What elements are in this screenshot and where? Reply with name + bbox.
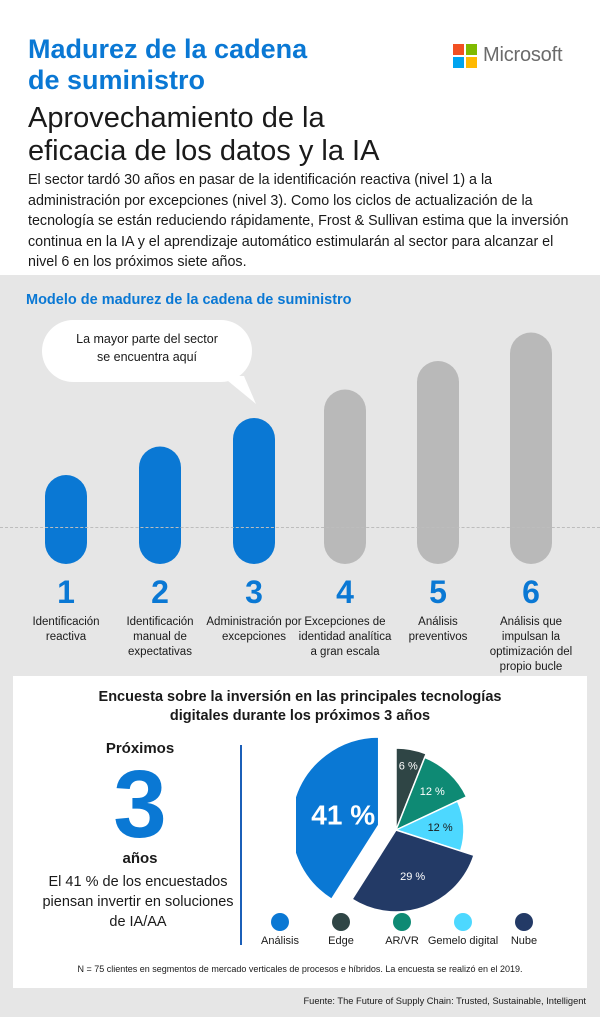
big-number: 3	[113, 751, 167, 858]
legend-label: Edge	[328, 935, 354, 947]
pie-label-an-lisis: 41 %	[311, 799, 375, 830]
stat-text: El 41 % de los encuestados piensan inver…	[42, 874, 234, 930]
investment-pie-chart: 6 % 12 % 12 % 29 % 41 %	[296, 736, 475, 913]
pie-slice-nube	[351, 829, 475, 913]
level-label-6: Análisis que impulsan la optimización de…	[489, 616, 573, 673]
callout-bubble	[42, 320, 252, 382]
vertical-divider	[240, 745, 242, 945]
legend-item-nube: Nube	[484, 913, 564, 948]
pie-label-gemelo-digital: 12 %	[428, 822, 453, 834]
maturity-bar-level-4	[324, 389, 366, 564]
legend-item-ar-vr: AR/VR	[362, 913, 442, 948]
level-label-3: Administración por excepciones	[206, 616, 302, 643]
legend-swatch	[271, 913, 289, 931]
legend-swatch	[393, 913, 411, 931]
legend-label: Análisis	[261, 935, 299, 947]
intro-paragraph: El sector tardó 30 años en pasar de la i…	[28, 172, 569, 270]
legend-swatch	[332, 913, 350, 931]
maturity-bar-level-3	[233, 418, 275, 564]
pie-label-nube: 29 %	[400, 871, 425, 883]
source-note: Fuente: The Future of Supply Chain: Trus…	[303, 996, 586, 1006]
legend-swatch	[454, 913, 472, 931]
legend-item-an-lisis: Análisis	[240, 913, 320, 948]
legend-label: AR/VR	[385, 935, 419, 947]
level-label-1: Identificación reactiva	[32, 616, 100, 643]
maturity-model-title: Modelo de madurez de la cadena de sumini…	[26, 292, 352, 308]
legend-item-gemelo-digital: Gemelo digital	[423, 913, 503, 948]
pie-label-edge: 6 %	[399, 760, 418, 772]
level-label-5: Análisis preventivos	[408, 616, 468, 643]
level-number-1: 1	[57, 574, 75, 610]
level-label-4: Excepciones de identidad analítica a gra…	[298, 616, 392, 658]
next-label: Próximos	[105, 740, 175, 757]
level-number-2: 2	[151, 574, 169, 610]
years-label: años	[122, 850, 158, 867]
pie-slice-ar-vr	[394, 756, 468, 832]
maturity-bar-level-6	[510, 332, 552, 564]
level-number-6: 6	[522, 574, 540, 610]
microsoft-logo: Microsoft	[453, 41, 583, 71]
level-number-5: 5	[429, 574, 447, 610]
maturity-bar-level-5	[417, 361, 459, 564]
pie-slice-an-lisis	[296, 736, 380, 901]
microsoft-grid-icon	[453, 44, 477, 68]
page-title: Madurez de la cadena de suministro	[28, 34, 308, 95]
header	[0, 0, 600, 275]
callout-text: La mayor parte del sector se encuentra a…	[76, 332, 218, 364]
legend-item-edge: Edge	[301, 913, 381, 948]
maturity-bar-level-1	[45, 475, 87, 564]
footnote: N = 75 clientes en segmentos de mercado …	[77, 964, 523, 974]
survey-title: Encuesta sobre la inversión en las princ…	[98, 689, 502, 724]
pie-label-ar-vr: 12 %	[420, 786, 445, 798]
level-number-3: 3	[245, 574, 263, 610]
page-subtitle: Aprovechamiento de la eficacia de los da…	[28, 102, 380, 167]
callout-tail	[222, 376, 256, 404]
maturity-bar-level-2	[139, 446, 181, 564]
legend-swatch	[515, 913, 533, 931]
level-label-2: Identificación manual de expectativas	[126, 616, 194, 658]
brand-name: Microsoft	[483, 44, 563, 66]
legend-label: Gemelo digital	[427, 935, 499, 947]
level-number-4: 4	[336, 574, 354, 610]
chart-baseline	[0, 527, 600, 528]
legend-label: Nube	[510, 935, 538, 947]
